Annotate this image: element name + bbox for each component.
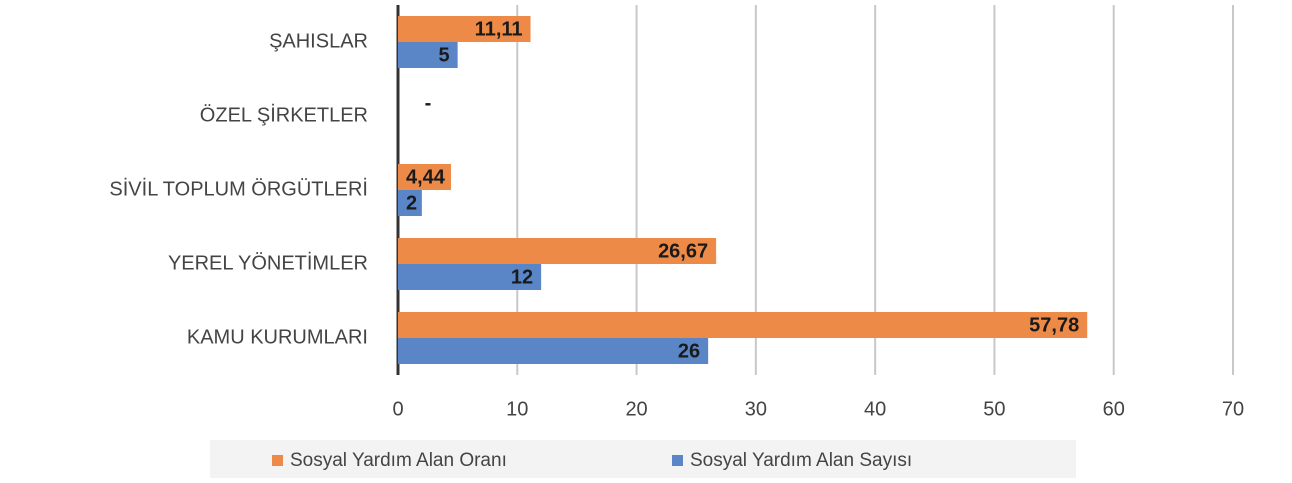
bar: [398, 238, 717, 264]
x-tick-label: 50: [983, 398, 1005, 420]
x-tick-label: 20: [625, 398, 647, 420]
data-label: 5: [439, 44, 450, 66]
data-label: 26,67: [658, 240, 708, 262]
legend-swatch: [272, 455, 283, 466]
y-tick-label: ŞAHISLAR: [269, 30, 368, 52]
bar: [398, 42, 458, 68]
x-tick-label: 70: [1222, 398, 1244, 420]
legend-label: Sosyal Yardım Alan Sayısı: [690, 450, 912, 471]
data-label: 11,11: [475, 18, 523, 40]
x-tick-label: 0: [392, 398, 403, 420]
data-label: 57,78: [1029, 314, 1079, 336]
data-label: -: [425, 92, 432, 114]
data-label: 2: [406, 192, 417, 214]
x-tick-label: 10: [506, 398, 528, 420]
x-tick-label: 30: [745, 398, 767, 420]
bar: [398, 312, 1088, 338]
bar: [398, 338, 709, 364]
legend-label: Sosyal Yardım Alan Oranı: [290, 450, 507, 471]
data-label: 26: [678, 340, 700, 362]
x-tick-label: 40: [864, 398, 886, 420]
bar: [398, 16, 531, 42]
bar: [398, 190, 422, 216]
y-tick-label: ÖZEL ŞİRKETLER: [200, 103, 368, 126]
y-tick-label: YEREL YÖNETİMLER: [168, 251, 368, 274]
x-tick-label: 60: [1103, 398, 1125, 420]
bar: [398, 264, 542, 290]
legend-box: [210, 440, 1076, 478]
bar: [398, 164, 451, 190]
data-label: 12: [511, 266, 533, 288]
data-label: 4,44: [406, 166, 446, 188]
legend-swatch: [672, 455, 683, 466]
y-tick-label: SİVİL TOPLUM ÖRGÜTLERİ: [109, 177, 368, 200]
y-tick-label: KAMU KURUMLARI: [187, 326, 368, 348]
